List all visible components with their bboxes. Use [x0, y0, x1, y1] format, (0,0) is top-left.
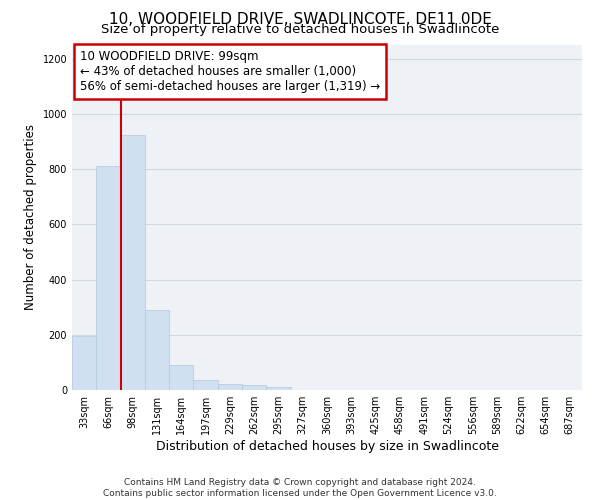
- Text: 10, WOODFIELD DRIVE, SWADLINCOTE, DE11 0DE: 10, WOODFIELD DRIVE, SWADLINCOTE, DE11 0…: [109, 12, 491, 28]
- Text: Contains HM Land Registry data © Crown copyright and database right 2024.
Contai: Contains HM Land Registry data © Crown c…: [103, 478, 497, 498]
- Y-axis label: Number of detached properties: Number of detached properties: [24, 124, 37, 310]
- Bar: [169, 365, 193, 390]
- Bar: [242, 385, 266, 390]
- Bar: [145, 310, 169, 390]
- Bar: [72, 336, 96, 390]
- Bar: [96, 166, 121, 390]
- Bar: [121, 134, 145, 390]
- Text: 10 WOODFIELD DRIVE: 99sqm
← 43% of detached houses are smaller (1,000)
56% of se: 10 WOODFIELD DRIVE: 99sqm ← 43% of detac…: [80, 50, 380, 93]
- X-axis label: Distribution of detached houses by size in Swadlincote: Distribution of detached houses by size …: [155, 440, 499, 453]
- Bar: [193, 380, 218, 390]
- Bar: [218, 384, 242, 390]
- Bar: [266, 386, 290, 390]
- Text: Size of property relative to detached houses in Swadlincote: Size of property relative to detached ho…: [101, 22, 499, 36]
